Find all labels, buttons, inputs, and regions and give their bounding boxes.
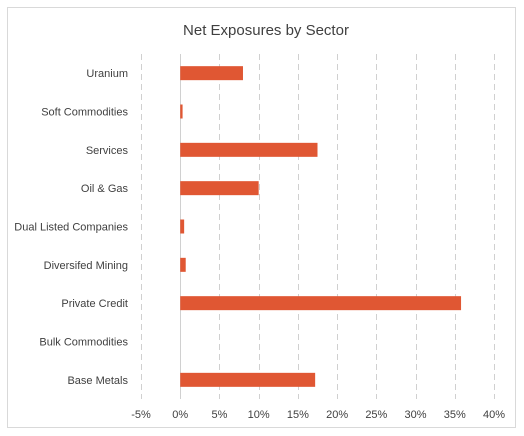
- x-tick-label: 20%: [326, 409, 348, 421]
- bar: [180, 257, 186, 272]
- category-label: Dual Listed Companies: [14, 222, 128, 234]
- chart-title: Net Exposures by Sector: [183, 22, 349, 39]
- category-label: Services: [86, 145, 129, 157]
- x-tick-label: 30%: [405, 409, 427, 421]
- x-tick-label: 35%: [444, 409, 466, 421]
- bar: [180, 219, 185, 234]
- x-tick-label: 5%: [211, 409, 227, 421]
- chart-area: [7, 7, 516, 428]
- x-tick-label: 15%: [287, 409, 309, 421]
- bar: [180, 66, 243, 81]
- bar: [180, 372, 316, 387]
- category-label: Base Metals: [67, 375, 128, 387]
- bar: [180, 142, 318, 157]
- x-tick-label: 10%: [248, 409, 270, 421]
- bar: [180, 296, 462, 311]
- x-tick-label: 40%: [483, 409, 505, 421]
- x-tick-label: -5%: [131, 409, 151, 421]
- x-tick-label: 25%: [365, 409, 387, 421]
- category-label: Bulk Commodities: [39, 337, 128, 349]
- gridlines: [141, 54, 495, 399]
- category-label: Private Credit: [61, 298, 128, 310]
- x-axis-tick-labels: -5% 0% 5% 10% 15% 20% 25% 30% 35% 40%: [131, 409, 505, 421]
- category-label: Oil & Gas: [81, 183, 129, 195]
- x-tick-label: 0%: [172, 409, 188, 421]
- category-labels: Uranium Soft Commodities Services Oil & Gas…: [14, 68, 128, 387]
- bars: [180, 66, 462, 387]
- bar: [180, 181, 259, 196]
- category-label: Soft Commodities: [41, 107, 128, 119]
- category-label: Diversifed Mining: [44, 260, 128, 272]
- category-label: Uranium: [86, 68, 128, 80]
- bar: [180, 104, 183, 119]
